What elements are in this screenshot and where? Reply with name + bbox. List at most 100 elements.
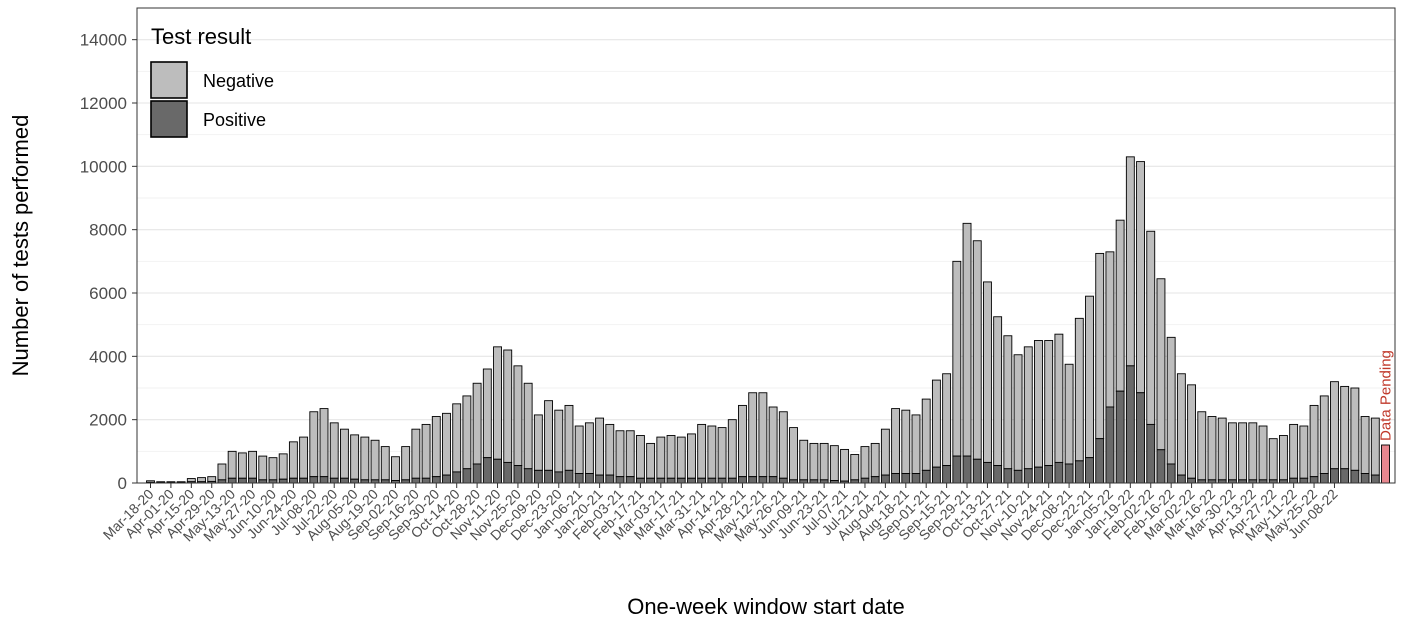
bar-negative [217, 463, 227, 481]
bar-positive [309, 476, 319, 484]
legend-entry-negative: Negative [150, 61, 274, 99]
bar-positive [319, 476, 329, 484]
bar-negative [687, 433, 696, 479]
bar-positive [615, 476, 625, 484]
bar-negative [1176, 373, 1186, 476]
bar-positive [533, 469, 543, 484]
bar-negative [850, 454, 860, 481]
bar-positive [339, 477, 349, 484]
bar-positive [574, 473, 584, 484]
bar-positive [758, 476, 768, 484]
bar-positive [564, 469, 574, 484]
bar-negative [401, 446, 411, 481]
bar-positive [931, 466, 941, 484]
bar-positive [288, 477, 298, 484]
bar-negative [1360, 416, 1370, 474]
bar-negative [288, 441, 298, 479]
bar-negative [911, 414, 921, 474]
bar-negative [1095, 252, 1105, 440]
bar-negative [595, 417, 605, 476]
bar-positive [462, 468, 472, 484]
bar-negative [1309, 404, 1319, 478]
bar-positive [860, 477, 870, 484]
bar-positive [1054, 461, 1064, 484]
bar-negative [319, 408, 329, 478]
bar-positive [748, 476, 758, 484]
bar-negative [431, 416, 441, 478]
legend-entry-positive: Positive [150, 100, 266, 138]
bar-negative [646, 442, 656, 479]
bar-negative [1248, 422, 1258, 481]
bar-positive [329, 477, 339, 484]
x-axis: Mar-18-20Apr-01-20Apr-15-20Apr-29-20May-… [100, 483, 1341, 544]
bar-negative [309, 411, 319, 478]
bar-positive [544, 469, 553, 484]
bar-negative [656, 436, 666, 479]
bar-positive [687, 477, 696, 484]
bar-positive [1136, 392, 1145, 484]
bar-negative [574, 425, 584, 474]
bar-positive [278, 478, 288, 484]
bar-positive [727, 477, 737, 484]
bar-negative [870, 442, 880, 478]
y-axis: 0 2000 4000 6000 8000 10000 12000 14000 [80, 31, 137, 493]
bar-positive [635, 477, 645, 484]
bar-positive [1289, 477, 1299, 484]
bar-negative [564, 404, 574, 471]
bar-negative [350, 434, 360, 480]
bar-negative [1156, 278, 1166, 451]
bar-positive [1003, 468, 1013, 484]
bar-negative [268, 457, 278, 481]
y-tick-label: 10000 [80, 157, 127, 176]
bar-positive [901, 473, 911, 484]
bar-positive [646, 477, 656, 484]
bar-positive [1074, 460, 1084, 484]
bar-negative [1054, 333, 1064, 463]
bar-negative [1023, 346, 1033, 470]
legend-key-negative [150, 61, 188, 99]
bar-positive [972, 458, 982, 484]
bar-negative [1125, 156, 1135, 367]
bar-positive [442, 474, 451, 484]
bar-negative [1003, 335, 1013, 470]
bar-positive [248, 477, 257, 484]
bar-negative [605, 423, 615, 476]
bar-positive [1299, 477, 1309, 484]
bar-negative [1238, 422, 1248, 481]
bar-negative [901, 409, 911, 474]
bar-positive [707, 477, 717, 484]
y-tick-label: 4000 [89, 347, 127, 366]
bar-negative [931, 379, 941, 468]
bar-positive [1319, 473, 1329, 484]
bar-negative [299, 436, 309, 479]
bar-positive [768, 476, 778, 484]
bar-negative [462, 395, 472, 470]
bar-negative [942, 373, 952, 467]
bar-negative [197, 477, 206, 483]
bar-negative [666, 435, 676, 479]
bar-positive [891, 473, 901, 484]
bar-positive [1125, 365, 1135, 484]
bar-negative [952, 260, 962, 457]
bar-negative [554, 409, 564, 473]
bar-negative [472, 382, 482, 465]
bar-positive [697, 477, 707, 484]
bar-positive [1023, 468, 1033, 484]
bar-negative [1013, 354, 1023, 471]
bar-negative [768, 406, 778, 478]
bar-negative [1350, 387, 1360, 471]
data-pending-annotation: Data Pending [1378, 350, 1395, 441]
bar-positive [227, 477, 237, 484]
bar-negative [1299, 425, 1309, 479]
bar-positive [942, 465, 952, 484]
bar-positive [676, 477, 686, 484]
bar-negative [993, 316, 1003, 467]
bar-negative [789, 427, 798, 481]
bar-negative [829, 445, 839, 481]
bar-positive [921, 469, 931, 484]
bar-negative [1166, 336, 1176, 465]
bar-positive [880, 474, 890, 484]
bar-negative [983, 281, 992, 463]
bar-negative [533, 414, 543, 471]
